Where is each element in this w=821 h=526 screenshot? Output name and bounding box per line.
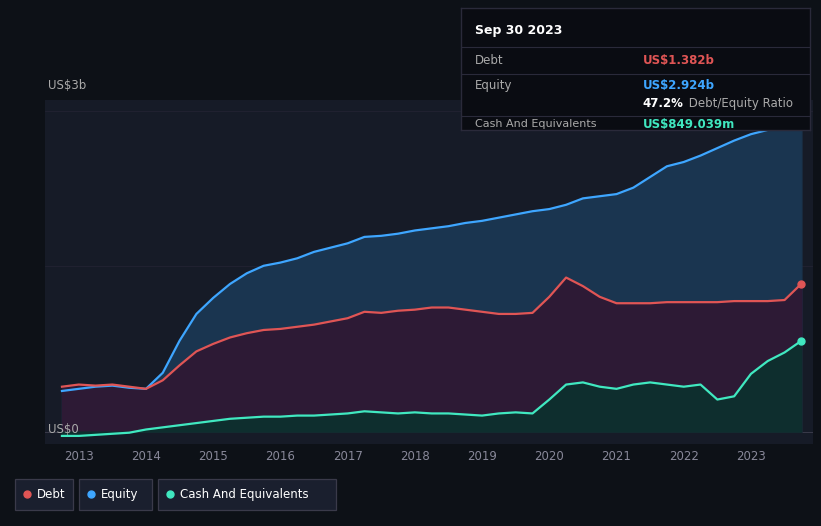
- Text: US$1.382b: US$1.382b: [643, 54, 715, 67]
- Text: US$0: US$0: [48, 422, 78, 436]
- Text: US$2.924b: US$2.924b: [643, 79, 715, 92]
- Text: Debt: Debt: [475, 54, 504, 67]
- Text: Cash And Equivalents: Cash And Equivalents: [180, 488, 309, 501]
- Text: Debt: Debt: [37, 488, 66, 501]
- Text: Equity: Equity: [101, 488, 139, 501]
- FancyBboxPatch shape: [79, 479, 152, 510]
- Text: US$3b: US$3b: [48, 79, 86, 92]
- FancyBboxPatch shape: [15, 479, 73, 510]
- Text: US$849.039m: US$849.039m: [643, 118, 735, 131]
- FancyBboxPatch shape: [158, 479, 336, 510]
- Text: 47.2%: 47.2%: [643, 97, 684, 110]
- Text: Equity: Equity: [475, 79, 513, 92]
- Text: Cash And Equivalents: Cash And Equivalents: [475, 119, 597, 129]
- Text: Sep 30 2023: Sep 30 2023: [475, 24, 562, 37]
- Text: Debt/Equity Ratio: Debt/Equity Ratio: [685, 97, 793, 110]
